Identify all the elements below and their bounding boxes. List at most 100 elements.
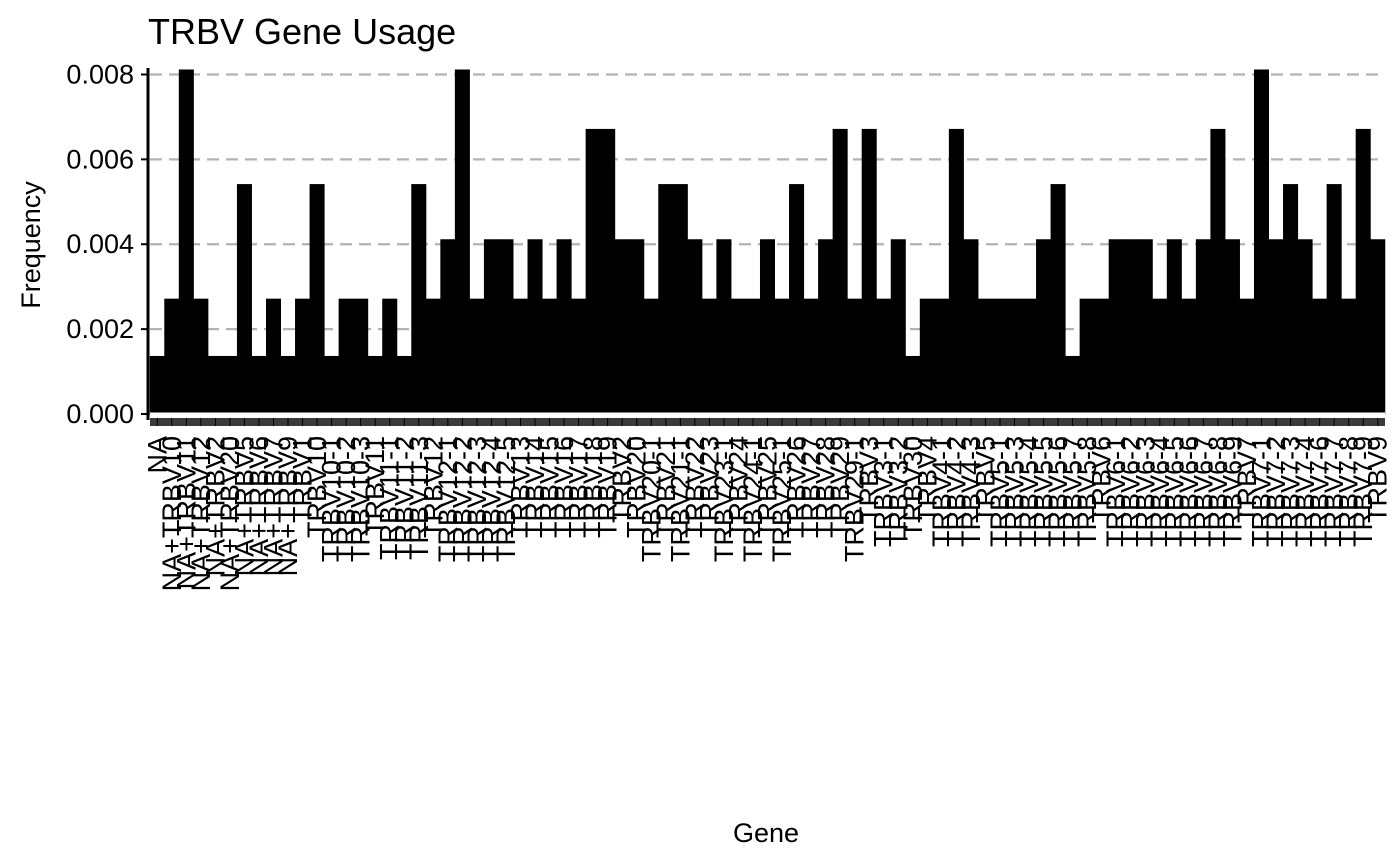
x-tick-label: TRBV7-3 bbox=[1276, 436, 1306, 547]
x-tick-label: TRBV11 bbox=[360, 436, 390, 536]
bar bbox=[1253, 69, 1270, 415]
x-tick-label: TRBV4-2 bbox=[941, 436, 971, 547]
bar bbox=[149, 355, 165, 415]
y-tick-label: 0.002 bbox=[66, 314, 134, 344]
x-tick-label: TRBV7-1 bbox=[1247, 436, 1277, 547]
y-tick-label: 0.006 bbox=[66, 144, 134, 174]
bar bbox=[687, 239, 703, 415]
bar bbox=[251, 355, 267, 415]
bar bbox=[1152, 298, 1168, 415]
bar bbox=[1094, 298, 1110, 415]
x-tick-label: TRBV3-1 bbox=[869, 436, 899, 547]
bar bbox=[1239, 298, 1255, 415]
x-tick-label: TRBV11-2 bbox=[389, 436, 419, 560]
bar bbox=[222, 355, 238, 415]
x-tick-label: TRBV4-3 bbox=[956, 436, 986, 547]
bar bbox=[1326, 184, 1342, 415]
bar bbox=[1297, 239, 1313, 415]
bar bbox=[1079, 298, 1095, 415]
bar bbox=[629, 239, 645, 415]
x-tick-label: TRBV20-1 bbox=[636, 436, 666, 562]
x-tick-label: TRBV6-2 bbox=[1116, 436, 1146, 547]
x-tick-label: TRBV12-3 bbox=[462, 436, 492, 562]
bar bbox=[759, 239, 776, 415]
x-tick-label: TRBV11-1 bbox=[375, 436, 405, 560]
bar bbox=[1283, 184, 1299, 415]
bar bbox=[1370, 239, 1386, 415]
bar bbox=[774, 298, 790, 415]
bar bbox=[643, 298, 659, 415]
bar bbox=[353, 298, 369, 415]
x-tick-label: NA+TRBV5 bbox=[229, 436, 259, 576]
bar bbox=[1050, 184, 1066, 415]
chart-title: TRBV Gene Usage bbox=[148, 11, 456, 52]
y-tick-label: 0.004 bbox=[66, 229, 134, 259]
bar bbox=[1108, 239, 1124, 415]
x-tick-label: TRBV12-4 bbox=[476, 436, 506, 562]
x-tick-label: TRBV6-3 bbox=[1130, 436, 1160, 547]
x-tick-label: NA+TRBV7 bbox=[259, 436, 289, 576]
bar bbox=[1195, 239, 1211, 415]
x-tick-label: TRBV30 bbox=[898, 436, 928, 538]
x-tick-label: NA bbox=[142, 436, 172, 474]
x-tick-label: TRBV29-1 bbox=[840, 436, 870, 562]
x-axis-label: Gene bbox=[733, 818, 799, 848]
x-tick-label: TRBV4 bbox=[912, 436, 942, 523]
bar bbox=[411, 184, 427, 415]
bar bbox=[745, 298, 761, 415]
bar bbox=[861, 128, 877, 415]
x-tick-label: TRBV24 bbox=[723, 436, 753, 538]
bar bbox=[1123, 239, 1139, 415]
x-tick-label: TRBV1 bbox=[288, 436, 318, 523]
x-tick-label: TRBV6-8 bbox=[1203, 436, 1233, 547]
x-tick-label: TRBV5-6 bbox=[1043, 436, 1073, 547]
bar bbox=[701, 298, 717, 415]
x-tick-label: TRBV12-2 bbox=[447, 436, 477, 562]
bar bbox=[818, 239, 834, 415]
bar bbox=[600, 128, 616, 415]
bar bbox=[847, 298, 863, 415]
bar bbox=[483, 239, 499, 415]
bars bbox=[149, 69, 1386, 416]
x-tick-label: TRBV25-1 bbox=[767, 436, 797, 562]
x-tick-label: NA+TRBV11 bbox=[171, 436, 201, 589]
x-tick-label: TRBV21-1 bbox=[665, 436, 695, 562]
bar bbox=[905, 355, 921, 415]
x-tick-label: TRBV29 bbox=[825, 436, 855, 538]
x-tick-label: TRBV5-3 bbox=[1000, 436, 1030, 547]
x-tick-label: NA+TRBV2 bbox=[200, 436, 230, 576]
x-tick-label: NA+TRBV6 bbox=[244, 436, 274, 576]
x-tick-label: TRBV20 bbox=[622, 436, 652, 538]
bar bbox=[585, 128, 601, 415]
x-tick-label: TRBV6-5 bbox=[1159, 436, 1189, 547]
x-tick-label: TRBV21 bbox=[651, 436, 681, 538]
bar bbox=[542, 298, 558, 415]
x-tick-label: TRBV2 bbox=[607, 436, 637, 523]
bar bbox=[614, 239, 630, 415]
x-tick-label: TRBV28 bbox=[811, 436, 841, 538]
x-tick-label: TRBV12-5 bbox=[491, 436, 521, 562]
x-tick-label: TRBV5-5 bbox=[1029, 436, 1059, 547]
x-tick-label: TRBV7-8 bbox=[1334, 436, 1364, 547]
x-tick-label: TRBV3-2 bbox=[883, 436, 913, 547]
x-tick-label: TRBV6 bbox=[1087, 436, 1117, 523]
x-tick-label: NA+TRBV9 bbox=[273, 436, 303, 576]
bar bbox=[571, 298, 587, 415]
bar bbox=[425, 298, 441, 415]
x-tick-label: TRBV5-8 bbox=[1072, 436, 1102, 547]
bar bbox=[1268, 239, 1284, 415]
bar bbox=[367, 355, 383, 415]
bar bbox=[1006, 298, 1023, 415]
x-tick-label: TRBV12-1 bbox=[433, 436, 463, 562]
bar bbox=[324, 355, 340, 415]
bar bbox=[454, 69, 470, 415]
x-tick-label: TRBV26 bbox=[782, 436, 812, 538]
x-tick-label: TRBV7-2 bbox=[1261, 436, 1291, 547]
x-tick-label: NA+TRBV12 bbox=[186, 436, 216, 591]
bar bbox=[1341, 298, 1357, 415]
bar bbox=[1021, 298, 1037, 415]
bar bbox=[789, 184, 805, 415]
bar bbox=[396, 355, 412, 415]
bar bbox=[716, 239, 732, 415]
